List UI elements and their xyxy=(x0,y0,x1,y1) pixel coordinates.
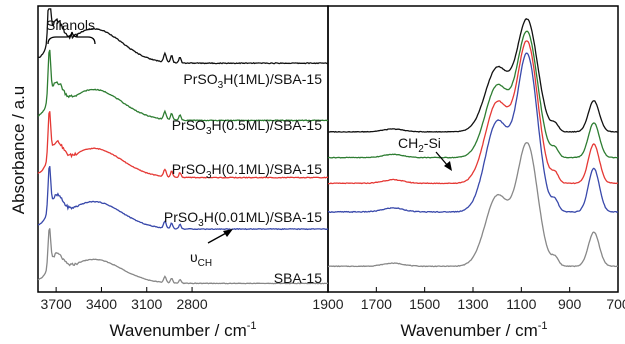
left-x-axis-title-sup: -1 xyxy=(247,320,257,332)
right-series-line-4 xyxy=(328,142,619,268)
right-x-axis-title-sup: -1 xyxy=(538,320,548,332)
left-series-label-2: PrSO3H(0.1ML)/SBA-15 xyxy=(172,161,322,181)
left-series-label-3: PrSO3H(0.01ML)/SBA-15 xyxy=(164,209,322,229)
left-tick-label-3400: 3400 xyxy=(86,296,117,312)
vch-arrow-line xyxy=(207,231,229,244)
left-tick-label-2800: 2800 xyxy=(176,296,207,312)
left-series-line-0 xyxy=(37,8,329,65)
right-series-line-2 xyxy=(328,40,618,185)
left-series-line-3 xyxy=(38,165,329,231)
silanols-annotation: Silanols xyxy=(46,17,95,33)
y-axis-title: Absorbance / a.u xyxy=(9,86,28,215)
right-tick-label-1300: 1300 xyxy=(457,296,488,312)
left-x-axis-title: Wavenumber / cm-1 xyxy=(109,320,256,340)
right-tick-label-1500: 1500 xyxy=(409,296,440,312)
right-tick-label-1700: 1700 xyxy=(361,296,392,312)
left-series-label-4: SBA-15 xyxy=(274,270,322,286)
left-series-line-2 xyxy=(37,111,328,179)
right-series-line-3 xyxy=(327,52,619,214)
right-tick-label-1100: 1100 xyxy=(506,296,536,312)
right-series-line-0 xyxy=(327,18,619,133)
left-series-label-0: PrSO3H(1ML)/SBA-15 xyxy=(183,71,322,91)
left-tick-label-3700: 3700 xyxy=(41,296,72,312)
left-series-line-1 xyxy=(37,49,329,122)
left-series-labels: PrSO3H(1ML)/SBA-15 PrSO3H(0.5ML)/SBA-15 Pr… xyxy=(164,71,322,286)
right-series-line-1 xyxy=(327,30,619,159)
ch2si-arrow-head xyxy=(444,161,452,171)
right-tick-label-700: 700 xyxy=(606,296,625,312)
right-x-axis-title: Wavenumber / cm-1 xyxy=(400,320,547,340)
vch-annotation: υCH xyxy=(190,249,212,269)
left-series-line-4 xyxy=(37,228,329,285)
left-x-ticks: 3700 3400 3100 2800 xyxy=(41,287,329,312)
vch-arrow-head xyxy=(223,229,233,237)
left-panel-frame xyxy=(37,5,329,293)
left-series-group xyxy=(37,8,329,285)
silanols-bracket xyxy=(47,31,96,45)
right-tick-label-900: 900 xyxy=(558,296,582,312)
right-tick-label-1900: 1900 xyxy=(312,296,343,312)
ch2si-arrow-line xyxy=(435,151,449,167)
right-series-group xyxy=(327,18,619,268)
left-tick-label-3100: 3100 xyxy=(131,296,162,312)
right-x-ticks: 1900 1700 1500 1300 1100 900 700 xyxy=(312,287,625,312)
left-series-label-1: PrSO3H(0.5ML)/SBA-15 xyxy=(172,117,322,137)
ch2si-annotation: CH2-Si xyxy=(398,135,441,155)
